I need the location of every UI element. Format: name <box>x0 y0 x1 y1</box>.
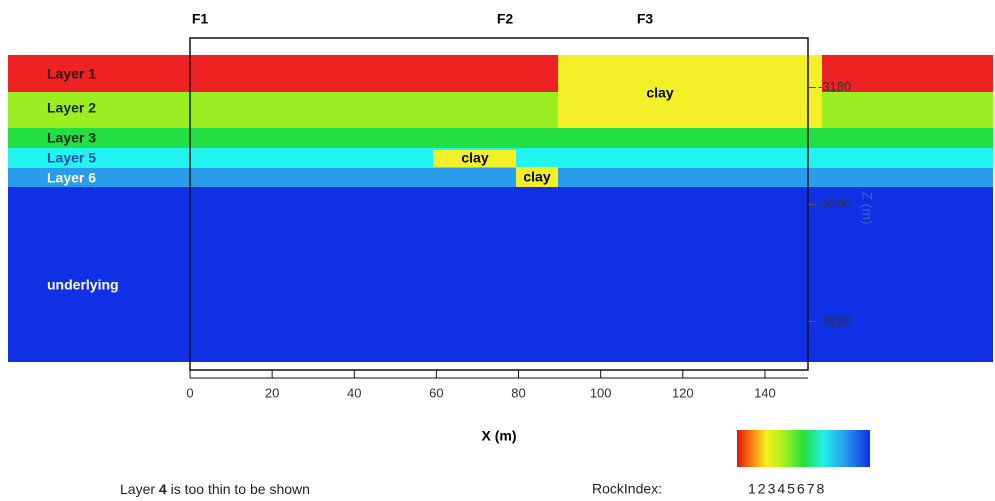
layer-band <box>8 92 993 128</box>
colorbar-indices: 12345678 <box>748 481 826 497</box>
fault-label: F1 <box>192 11 209 27</box>
z-tick-label: -3220 <box>818 313 851 328</box>
layer-label: Layer 6 <box>47 170 96 186</box>
x-tick-label: 20 <box>265 385 279 400</box>
note-text: is too thin to be shown <box>167 481 310 497</box>
layer-label: underlying <box>47 277 119 293</box>
clay-label: clay <box>461 150 488 166</box>
clay-label: clay <box>523 169 550 185</box>
layer-band <box>8 128 993 148</box>
fault-label: F3 <box>637 11 654 27</box>
z-tick-label: -3180 <box>818 79 851 94</box>
x-tick-label: 0 <box>186 385 193 400</box>
colorbar <box>737 430 870 467</box>
layer-label: Layer 5 <box>47 150 96 166</box>
note-text: Layer <box>120 481 159 497</box>
x-tick-label: 40 <box>347 385 361 400</box>
x-tick-label: 80 <box>511 385 525 400</box>
cross-section: F1 F2 F3 Layer 1 Layer 2 Layer 3 Layer 5… <box>0 0 995 501</box>
x-tick-label: 140 <box>754 385 776 400</box>
layer-label: Layer 2 <box>47 100 96 116</box>
layer-band <box>8 168 993 187</box>
x-tick-label: 60 <box>429 385 443 400</box>
note: Layer 4 is too thin to be shown <box>120 481 310 497</box>
clay-label: clay <box>646 85 673 101</box>
fault-label: F2 <box>497 11 514 27</box>
layer-label: Layer 3 <box>47 130 96 146</box>
z-axis-label: Z (m) <box>859 191 875 224</box>
clay-lens <box>558 55 822 128</box>
layer-label: Layer 1 <box>47 66 96 82</box>
colorbar-label: RockIndex: <box>592 481 662 497</box>
z-tick-label: -3200 <box>818 196 851 211</box>
x-axis-label: X (m) <box>482 428 517 444</box>
x-tick-label: 100 <box>590 385 612 400</box>
layer-band <box>8 187 993 362</box>
note-text: 4 <box>159 481 167 497</box>
x-tick-label: 120 <box>672 385 694 400</box>
